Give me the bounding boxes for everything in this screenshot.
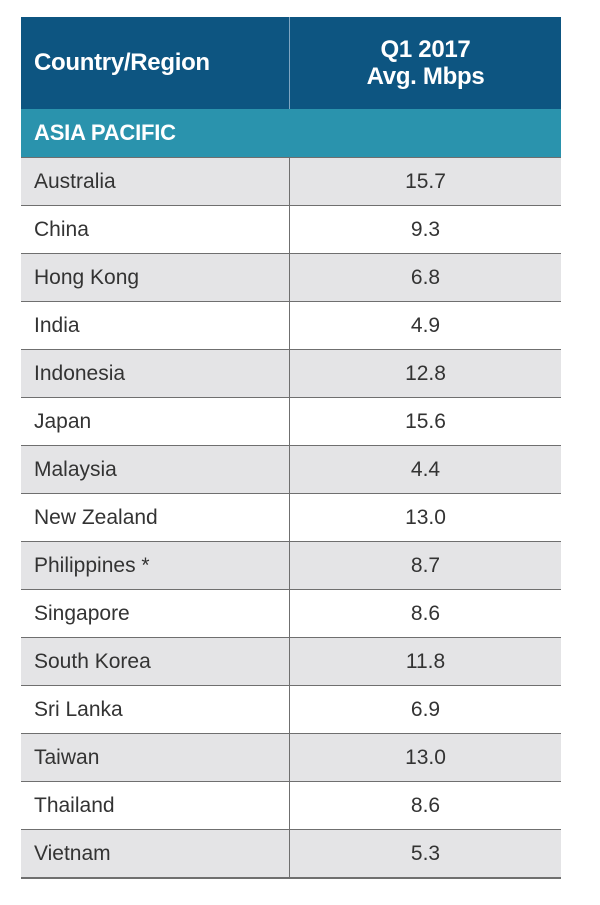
table-body: Australia 15.7 China 9.3 Hong Kong 6.8 India 4.… xyxy=(21,157,561,877)
value-cell: 12.8 xyxy=(405,361,446,385)
country-cell: India xyxy=(21,302,290,349)
header-country: Country/Region xyxy=(21,17,290,109)
header-value: Q1 2017 Avg. Mbps xyxy=(290,17,561,109)
value-cell: 11.8 xyxy=(405,649,446,673)
value-cell: 13.0 xyxy=(405,505,446,529)
table-row: South Korea 11.8 xyxy=(21,637,561,685)
value-cell: 4.4 xyxy=(410,457,441,481)
country-cell: China xyxy=(21,206,290,253)
country-cell: New Zealand xyxy=(21,494,290,541)
table-row: Australia 15.7 xyxy=(21,157,561,205)
value-cell: 4.9 xyxy=(410,313,441,337)
country-cell: Australia xyxy=(21,158,290,205)
value-cell: 6.8 xyxy=(410,265,441,289)
header-value-line2: Avg. Mbps xyxy=(366,63,485,90)
country-cell: Malaysia xyxy=(21,446,290,493)
table-row: Malaysia 4.4 xyxy=(21,445,561,493)
country-cell: Japan xyxy=(21,398,290,445)
country-cell: Taiwan xyxy=(21,734,290,781)
value-cell: 8.7 xyxy=(410,553,441,577)
value-cell: 8.6 xyxy=(410,793,441,817)
speed-table: Country/Region Q1 2017 Avg. Mbps ASIA PA… xyxy=(21,17,561,879)
table-row: Thailand 8.6 xyxy=(21,781,561,829)
region-heading: ASIA PACIFIC xyxy=(21,109,561,157)
value-cell: 8.6 xyxy=(410,601,441,625)
table-row: India 4.9 xyxy=(21,301,561,349)
country-cell: South Korea xyxy=(21,638,290,685)
country-cell: Thailand xyxy=(21,782,290,829)
value-cell: 13.0 xyxy=(405,745,446,769)
table-header: Country/Region Q1 2017 Avg. Mbps xyxy=(21,17,561,109)
table-row: New Zealand 13.0 xyxy=(21,493,561,541)
table-row: Philippines * 8.7 xyxy=(21,541,561,589)
value-cell: 9.3 xyxy=(410,217,441,241)
country-cell: Indonesia xyxy=(21,350,290,397)
country-cell: Philippines * xyxy=(21,542,290,589)
value-cell: 5.3 xyxy=(410,841,441,865)
value-cell: 6.9 xyxy=(410,697,441,721)
table-row: Singapore 8.6 xyxy=(21,589,561,637)
table-row: China 9.3 xyxy=(21,205,561,253)
table-row: Hong Kong 6.8 xyxy=(21,253,561,301)
value-cell: 15.7 xyxy=(405,169,446,193)
table-row: Taiwan 13.0 xyxy=(21,733,561,781)
country-cell: Singapore xyxy=(21,590,290,637)
table-row: Japan 15.6 xyxy=(21,397,561,445)
table-row: Vietnam 5.3 xyxy=(21,829,561,877)
table-row: Indonesia 12.8 xyxy=(21,349,561,397)
country-cell: Hong Kong xyxy=(21,254,290,301)
country-cell: Sri Lanka xyxy=(21,686,290,733)
value-cell: 15.6 xyxy=(405,409,446,433)
header-value-line1: Q1 2017 xyxy=(380,36,471,63)
table-row: Sri Lanka 6.9 xyxy=(21,685,561,733)
country-cell: Vietnam xyxy=(21,830,290,877)
